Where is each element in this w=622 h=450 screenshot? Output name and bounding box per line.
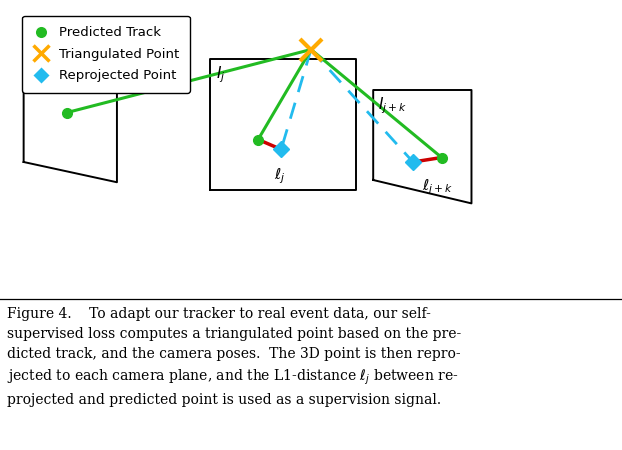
Text: $I_0$: $I_0$ [31,65,44,84]
Text: $\ell_j$: $\ell_j$ [274,166,285,186]
Text: $I_{j+k}$: $I_{j+k}$ [378,95,407,116]
Legend: Predicted Track, Triangulated Point, Reprojected Point: Predicted Track, Triangulated Point, Rep… [22,16,190,93]
Text: Figure 4.    To adapt our tracker to real event data, our self-
supervised loss : Figure 4. To adapt our tracker to real e… [7,307,462,407]
Text: $I_j$: $I_j$ [216,65,226,86]
Text: $\ell_{j+k}$: $\ell_{j+k}$ [422,178,453,198]
